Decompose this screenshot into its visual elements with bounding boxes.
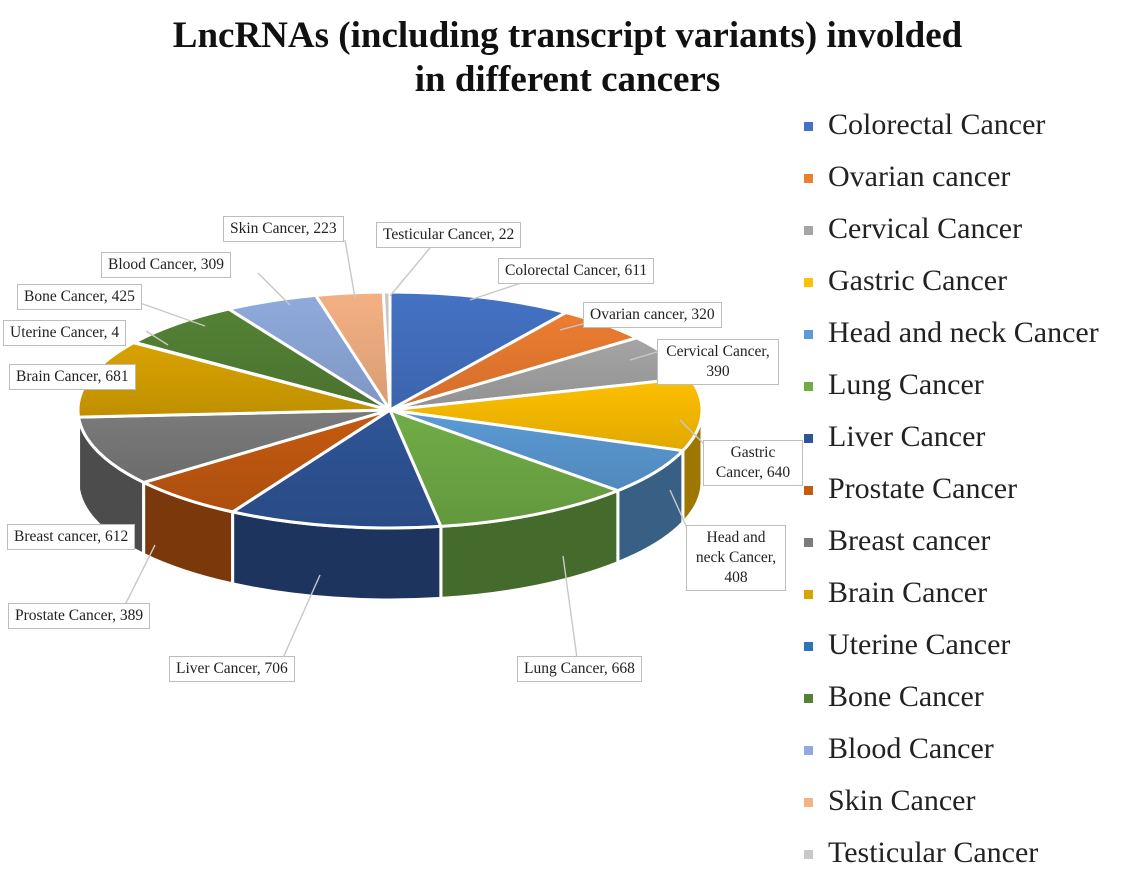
legend-swatch (804, 798, 813, 807)
legend-swatch (804, 694, 813, 703)
chart-title-line-2: in different cancers (414, 59, 721, 100)
legend-label: Testicular Cancer (828, 836, 1039, 869)
legend-label: Bone Cancer (828, 680, 984, 713)
legend-swatch (804, 486, 813, 495)
pie-slice-colorectal-cancer (388, 290, 568, 412)
data-label-bone-cancer: Bone Cancer, 425 (17, 284, 142, 310)
legend-swatch (804, 850, 813, 859)
legend-label: Gastric Cancer (828, 264, 1008, 297)
leader-line (139, 302, 206, 327)
leader-line (124, 544, 156, 606)
leader-line (282, 574, 321, 659)
data-label-breast-cancer: Breast cancer, 612 (7, 524, 136, 550)
legend-swatch (804, 226, 813, 235)
data-label-gastric-cancer: Gastric Cancer, 640 (703, 440, 803, 486)
leader-line (389, 247, 431, 297)
legend-label: Liver Cancer (828, 420, 986, 453)
data-label-liver-cancer: Liver Cancer, 706 (169, 656, 295, 682)
leader-line (145, 330, 169, 346)
legend-label: Head and neck Cancer (828, 316, 1099, 349)
legend-label: Lung Cancer (828, 368, 984, 401)
pie-slice-breast-cancer (77, 408, 392, 484)
data-label-skin-cancer: Skin Cancer, 223 (223, 216, 344, 242)
chart-title: LncRNAs (including transcript variants) … (20, 14, 1115, 102)
leader-line (679, 419, 706, 446)
data-label-head-and-neck-cancer: Head and neck Cancer, 408 (686, 525, 786, 591)
pie-slice-head-and-neck-cancer (388, 408, 685, 493)
legend-swatch (804, 434, 813, 443)
legend-label: Blood Cancer (828, 732, 994, 765)
legend-swatch (804, 642, 813, 651)
legend-label: Uterine Cancer (828, 628, 1011, 661)
legend-label: Brain Cancer (828, 576, 988, 609)
legend-label: Prostate Cancer (828, 472, 1018, 505)
chart-title-line-1: LncRNAs (including transcript variants) … (172, 15, 963, 56)
data-label-cervical-cancer: Cervical Cancer, 390 (657, 339, 779, 385)
legend-swatch (804, 590, 813, 599)
legend-label: Skin Cancer (828, 784, 976, 817)
data-label-lung-cancer: Lung Cancer, 668 (517, 656, 642, 682)
data-label-ovarian-cancer: Ovarian cancer, 320 (583, 302, 722, 328)
leader-line (562, 555, 578, 659)
legend-swatch (804, 382, 813, 391)
data-label-blood-cancer: Blood Cancer, 309 (101, 252, 232, 278)
legend-swatch (804, 122, 813, 131)
data-label-brain-cancer: Brain Cancer, 681 (9, 364, 136, 390)
legend-swatch (804, 174, 813, 183)
legend-label: Breast cancer (828, 524, 991, 557)
pie-slice-bone-cancer (132, 307, 392, 412)
legend-swatch (804, 746, 813, 755)
data-label-uterine-cancer: Uterine Cancer, 4 (3, 320, 127, 346)
leader-line (669, 489, 689, 531)
leader-line (629, 351, 658, 361)
legend-label: Colorectal Cancer (828, 108, 1046, 141)
legend-label: Ovarian cancer (828, 160, 1011, 193)
data-label-prostate-cancer: Prostate Cancer, 389 (8, 603, 151, 629)
leader-line (257, 272, 291, 306)
pie-slice-testicular-cancer (381, 290, 392, 412)
legend-swatch (804, 278, 813, 287)
legend-swatch (804, 330, 813, 339)
pie-slice-lung-cancer (388, 408, 620, 528)
pie-slice-liver-cancer (231, 408, 443, 530)
data-label-testicular-cancer: Testicular Cancer, 22 (376, 222, 522, 248)
legend-swatch (804, 538, 813, 547)
leader-line (344, 239, 356, 299)
data-label-colorectal-cancer: Colorectal Cancer, 611 (498, 258, 655, 284)
legend-label: Cervical Cancer (828, 212, 1023, 245)
